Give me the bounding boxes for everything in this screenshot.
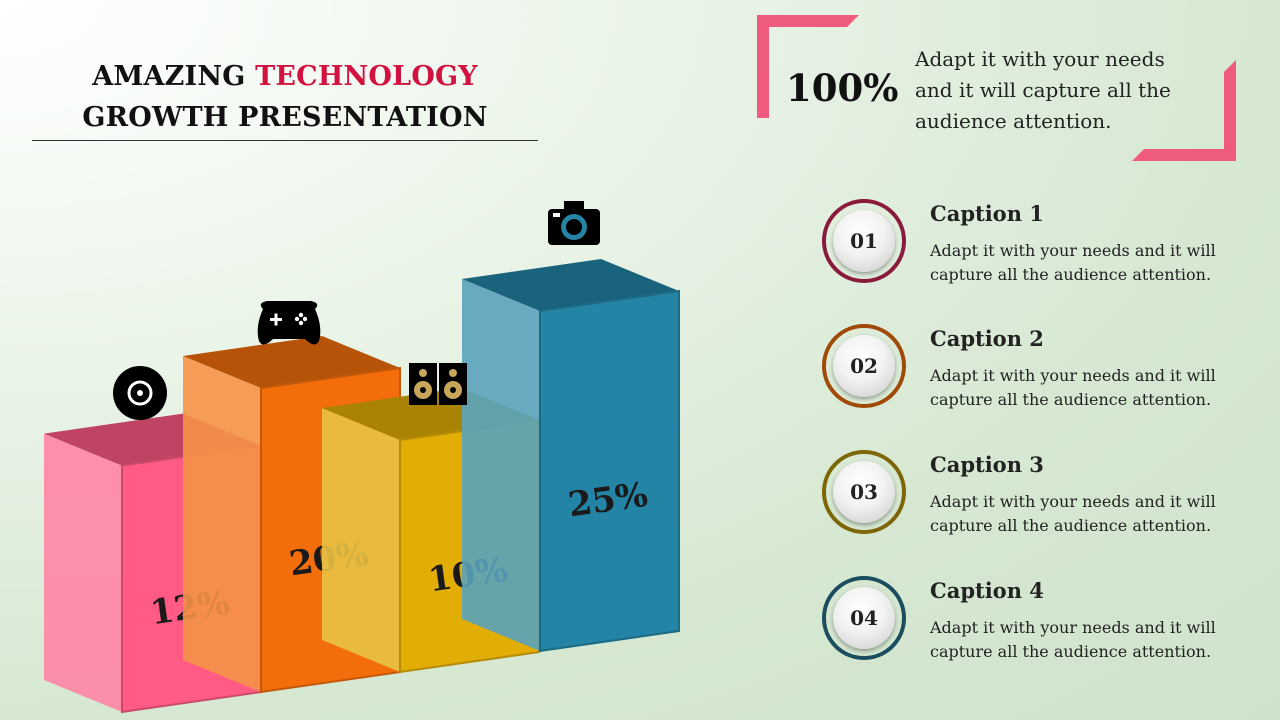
caption-item-3: 03 Caption 3 Adapt it with your needs an… bbox=[822, 450, 1262, 542]
gamepad-icon bbox=[257, 301, 321, 345]
caption-text: Adapt it with your needs and it will cap… bbox=[930, 366, 1216, 409]
caption-item-4: 04 Caption 4 Adapt it with your needs an… bbox=[822, 576, 1262, 668]
title-divider bbox=[32, 140, 538, 141]
page-title: AMAZING TECHNOLOGY GROWTH PRESENTATION bbox=[32, 56, 538, 138]
bar-side bbox=[322, 408, 400, 672]
camera-icon bbox=[548, 201, 600, 245]
highlight-value: 100% bbox=[786, 66, 899, 110]
caption-ring: 03 bbox=[822, 450, 906, 534]
bar-side bbox=[183, 356, 261, 692]
caption-title: Caption 3 bbox=[930, 452, 1044, 477]
caption-number-badge: 01 bbox=[833, 210, 895, 272]
disc-icon bbox=[113, 366, 167, 420]
caption-ring: 02 bbox=[822, 324, 906, 408]
title-accent: TECHNOLOGY bbox=[255, 61, 478, 92]
caption-number-badge: 03 bbox=[833, 461, 895, 523]
frame-corner-top-left bbox=[757, 15, 859, 118]
caption-text: Adapt it with your needs and it will cap… bbox=[930, 618, 1216, 661]
caption-number-badge: 02 bbox=[833, 335, 895, 397]
highlight-text: Adapt it with your needs and it will cap… bbox=[915, 47, 1171, 133]
caption-item-2: 02 Caption 2 Adapt it with your needs an… bbox=[822, 324, 1262, 416]
title-line-2: GROWTH PRESENTATION bbox=[82, 102, 488, 133]
bar-side bbox=[44, 433, 122, 712]
caption-title: Caption 1 bbox=[930, 201, 1044, 226]
caption-text: Adapt it with your needs and it will cap… bbox=[930, 241, 1216, 284]
bar-4: 25% bbox=[462, 259, 680, 653]
caption-ring: 04 bbox=[822, 576, 906, 660]
frame-corner-bottom-right bbox=[1132, 60, 1236, 161]
speaker-icon bbox=[409, 363, 467, 405]
bar-chart: 12%20%10%25% bbox=[44, 201, 680, 714]
caption-item-1: 01 Caption 1 Adapt it with your needs an… bbox=[822, 199, 1262, 291]
title-part-1: AMAZING bbox=[92, 61, 256, 92]
bar-side bbox=[462, 279, 540, 651]
caption-title: Caption 2 bbox=[930, 326, 1044, 351]
caption-number-badge: 04 bbox=[833, 587, 895, 649]
caption-text: Adapt it with your needs and it will cap… bbox=[930, 492, 1216, 535]
caption-title: Caption 4 bbox=[930, 578, 1044, 603]
caption-ring: 01 bbox=[822, 199, 906, 283]
bar-front bbox=[539, 289, 680, 653]
